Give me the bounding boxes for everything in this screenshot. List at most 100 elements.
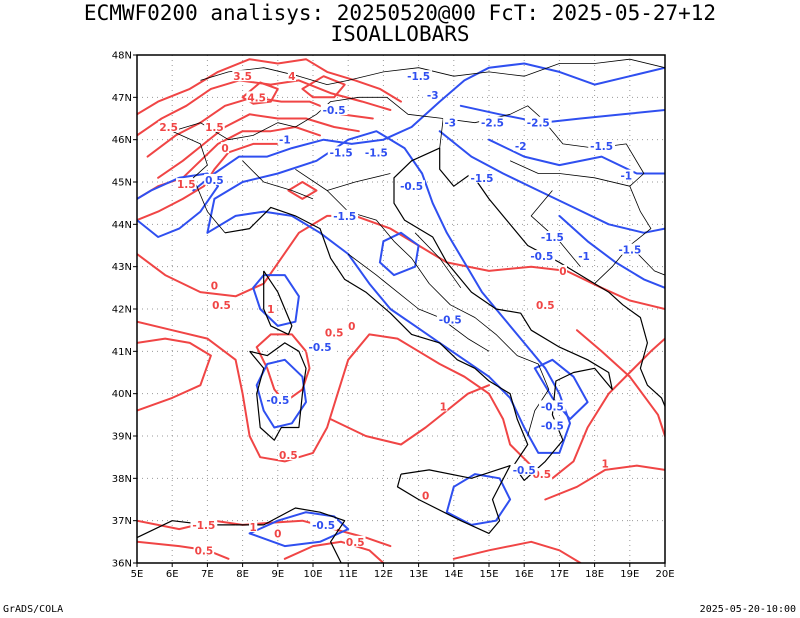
positive-isoallobar bbox=[137, 214, 665, 310]
negative-isoallobar bbox=[533, 358, 589, 421]
contour-label-bg bbox=[232, 70, 253, 82]
contour-label: -1.5 bbox=[333, 211, 356, 223]
coastline bbox=[235, 507, 346, 563]
contour-label: 2.5 bbox=[159, 122, 178, 134]
contour-label: -2 bbox=[515, 141, 527, 153]
grads-credit: GrADS/COLA bbox=[3, 604, 64, 615]
contour-label-bg bbox=[538, 231, 566, 243]
contour-label: -1.5 bbox=[407, 71, 430, 83]
negative-isoallobar bbox=[445, 473, 512, 526]
lon-tick-label: 5E bbox=[131, 569, 144, 580]
contour-label: -1.5 bbox=[470, 173, 493, 185]
contour-label-bg bbox=[468, 171, 496, 183]
run-timestamp: 2025-05-20-10:00 bbox=[699, 604, 796, 615]
contour-label-bg bbox=[210, 279, 219, 291]
contour-label: 1 bbox=[440, 401, 447, 413]
lon-tick-label: 11E bbox=[339, 569, 358, 580]
contour-label: -1.5 bbox=[618, 245, 641, 257]
contour-label-bg bbox=[601, 457, 610, 469]
positive-isoallobar bbox=[137, 540, 230, 560]
contour-label: 0.5 bbox=[212, 300, 231, 312]
coastline bbox=[263, 270, 293, 335]
contour-label: -0.5 bbox=[439, 315, 462, 327]
lat-tick-label: 39N bbox=[112, 432, 132, 443]
contour-label-bg bbox=[331, 209, 359, 221]
political-border bbox=[172, 96, 444, 149]
contour-label: 0 bbox=[348, 321, 355, 333]
contour-label: 0.5 bbox=[346, 537, 365, 549]
axis-ticks: 5E 6E 7E 8E 9E 10E 11E 12E 13E 14E 15E 16E 17E 18E 19E… bbox=[112, 51, 675, 581]
contour-label: -1.5 bbox=[330, 147, 353, 159]
political-border bbox=[530, 190, 581, 267]
lat-tick-label: 48N bbox=[112, 51, 132, 62]
contour-label: 0 bbox=[559, 266, 566, 278]
contour-label: -3 bbox=[427, 90, 439, 102]
negative-isoallobar bbox=[438, 130, 665, 234]
contour-label: 3.5 bbox=[233, 71, 252, 83]
contour-label: -1.5 bbox=[192, 520, 215, 532]
contour-label-bg bbox=[204, 120, 225, 132]
contour-label-bg bbox=[327, 146, 355, 158]
contour-label-bg bbox=[211, 298, 232, 310]
contour-label-bg bbox=[287, 70, 296, 82]
political-border bbox=[509, 160, 630, 187]
positive-isoallobar bbox=[241, 81, 279, 105]
contour-label: -0.5 bbox=[530, 251, 553, 263]
political-border bbox=[443, 105, 652, 284]
coastline bbox=[249, 342, 307, 441]
lon-tick-label: 6E bbox=[166, 569, 179, 580]
contour-label: 0.5 bbox=[195, 545, 214, 557]
contour-label: -3 bbox=[444, 118, 456, 130]
lat-tick-label: 37N bbox=[112, 516, 132, 527]
contour-label-bg bbox=[158, 120, 179, 132]
lon-tick-label: 15E bbox=[479, 569, 498, 580]
contour-label: 0.5 bbox=[279, 450, 298, 462]
contour-label: 0.5 bbox=[325, 327, 344, 339]
contour-label-bg bbox=[538, 400, 566, 412]
negative-isoallobar bbox=[252, 274, 300, 327]
contour-label-bg bbox=[510, 463, 538, 475]
lon-tick-label: 20E bbox=[655, 569, 674, 580]
contour-label-bg bbox=[443, 116, 458, 128]
political-border bbox=[242, 160, 314, 200]
political-border bbox=[347, 253, 490, 352]
lon-tick-label: 14E bbox=[444, 569, 463, 580]
map-title-line1: ECMWF0200 analisys: 20250520@00 FcT: 202… bbox=[83, 1, 717, 25]
contour-label-bg bbox=[421, 489, 430, 501]
positive-isoallobar bbox=[137, 320, 665, 480]
contour-label-bg bbox=[513, 140, 528, 152]
contour-label: -1 bbox=[578, 251, 590, 263]
contour-label: -1.5 bbox=[590, 141, 613, 153]
contour-label-bg bbox=[558, 264, 568, 276]
contour-label: -0.5 bbox=[400, 181, 423, 193]
contour-label: 0.5 bbox=[536, 300, 555, 312]
positive-isoallobar bbox=[287, 181, 318, 200]
contour-label-bg bbox=[306, 341, 334, 353]
contour-label: -1.5 bbox=[541, 232, 564, 244]
positive-isoallobar bbox=[544, 464, 665, 501]
negative-isoallobar bbox=[137, 172, 219, 238]
lat-tick-label: 41N bbox=[112, 347, 132, 358]
lat-tick-label: 38N bbox=[112, 474, 132, 485]
lat-tick-label: 47N bbox=[112, 93, 132, 104]
contour-label: 1 bbox=[602, 459, 609, 471]
contour-label-bg bbox=[266, 303, 275, 314]
coastline bbox=[396, 465, 511, 535]
positive-isoallobar bbox=[301, 75, 346, 99]
contour-label-bg bbox=[264, 394, 292, 406]
political-border bbox=[326, 190, 550, 437]
positive-isoallobar bbox=[576, 329, 665, 437]
contour-label: 0 bbox=[211, 281, 218, 293]
lat-tick-label: 43N bbox=[112, 262, 132, 273]
contour-label-bg bbox=[524, 116, 552, 128]
contour-label-bg bbox=[588, 140, 616, 152]
lon-tick-label: 16E bbox=[515, 569, 534, 580]
negative-isoallobar bbox=[255, 358, 307, 429]
contour-labels: 3.5 44.52.5 1.500.51.5-1-0.5-1.5-3-3 -2.5 -2… bbox=[158, 70, 644, 557]
lon-tick-label: 18E bbox=[585, 569, 604, 580]
contour-label: 4 bbox=[288, 71, 295, 83]
contour-label-bg bbox=[538, 419, 566, 431]
contour-label: -0.5 bbox=[309, 342, 332, 354]
lon-tick-label: 9E bbox=[271, 569, 284, 580]
